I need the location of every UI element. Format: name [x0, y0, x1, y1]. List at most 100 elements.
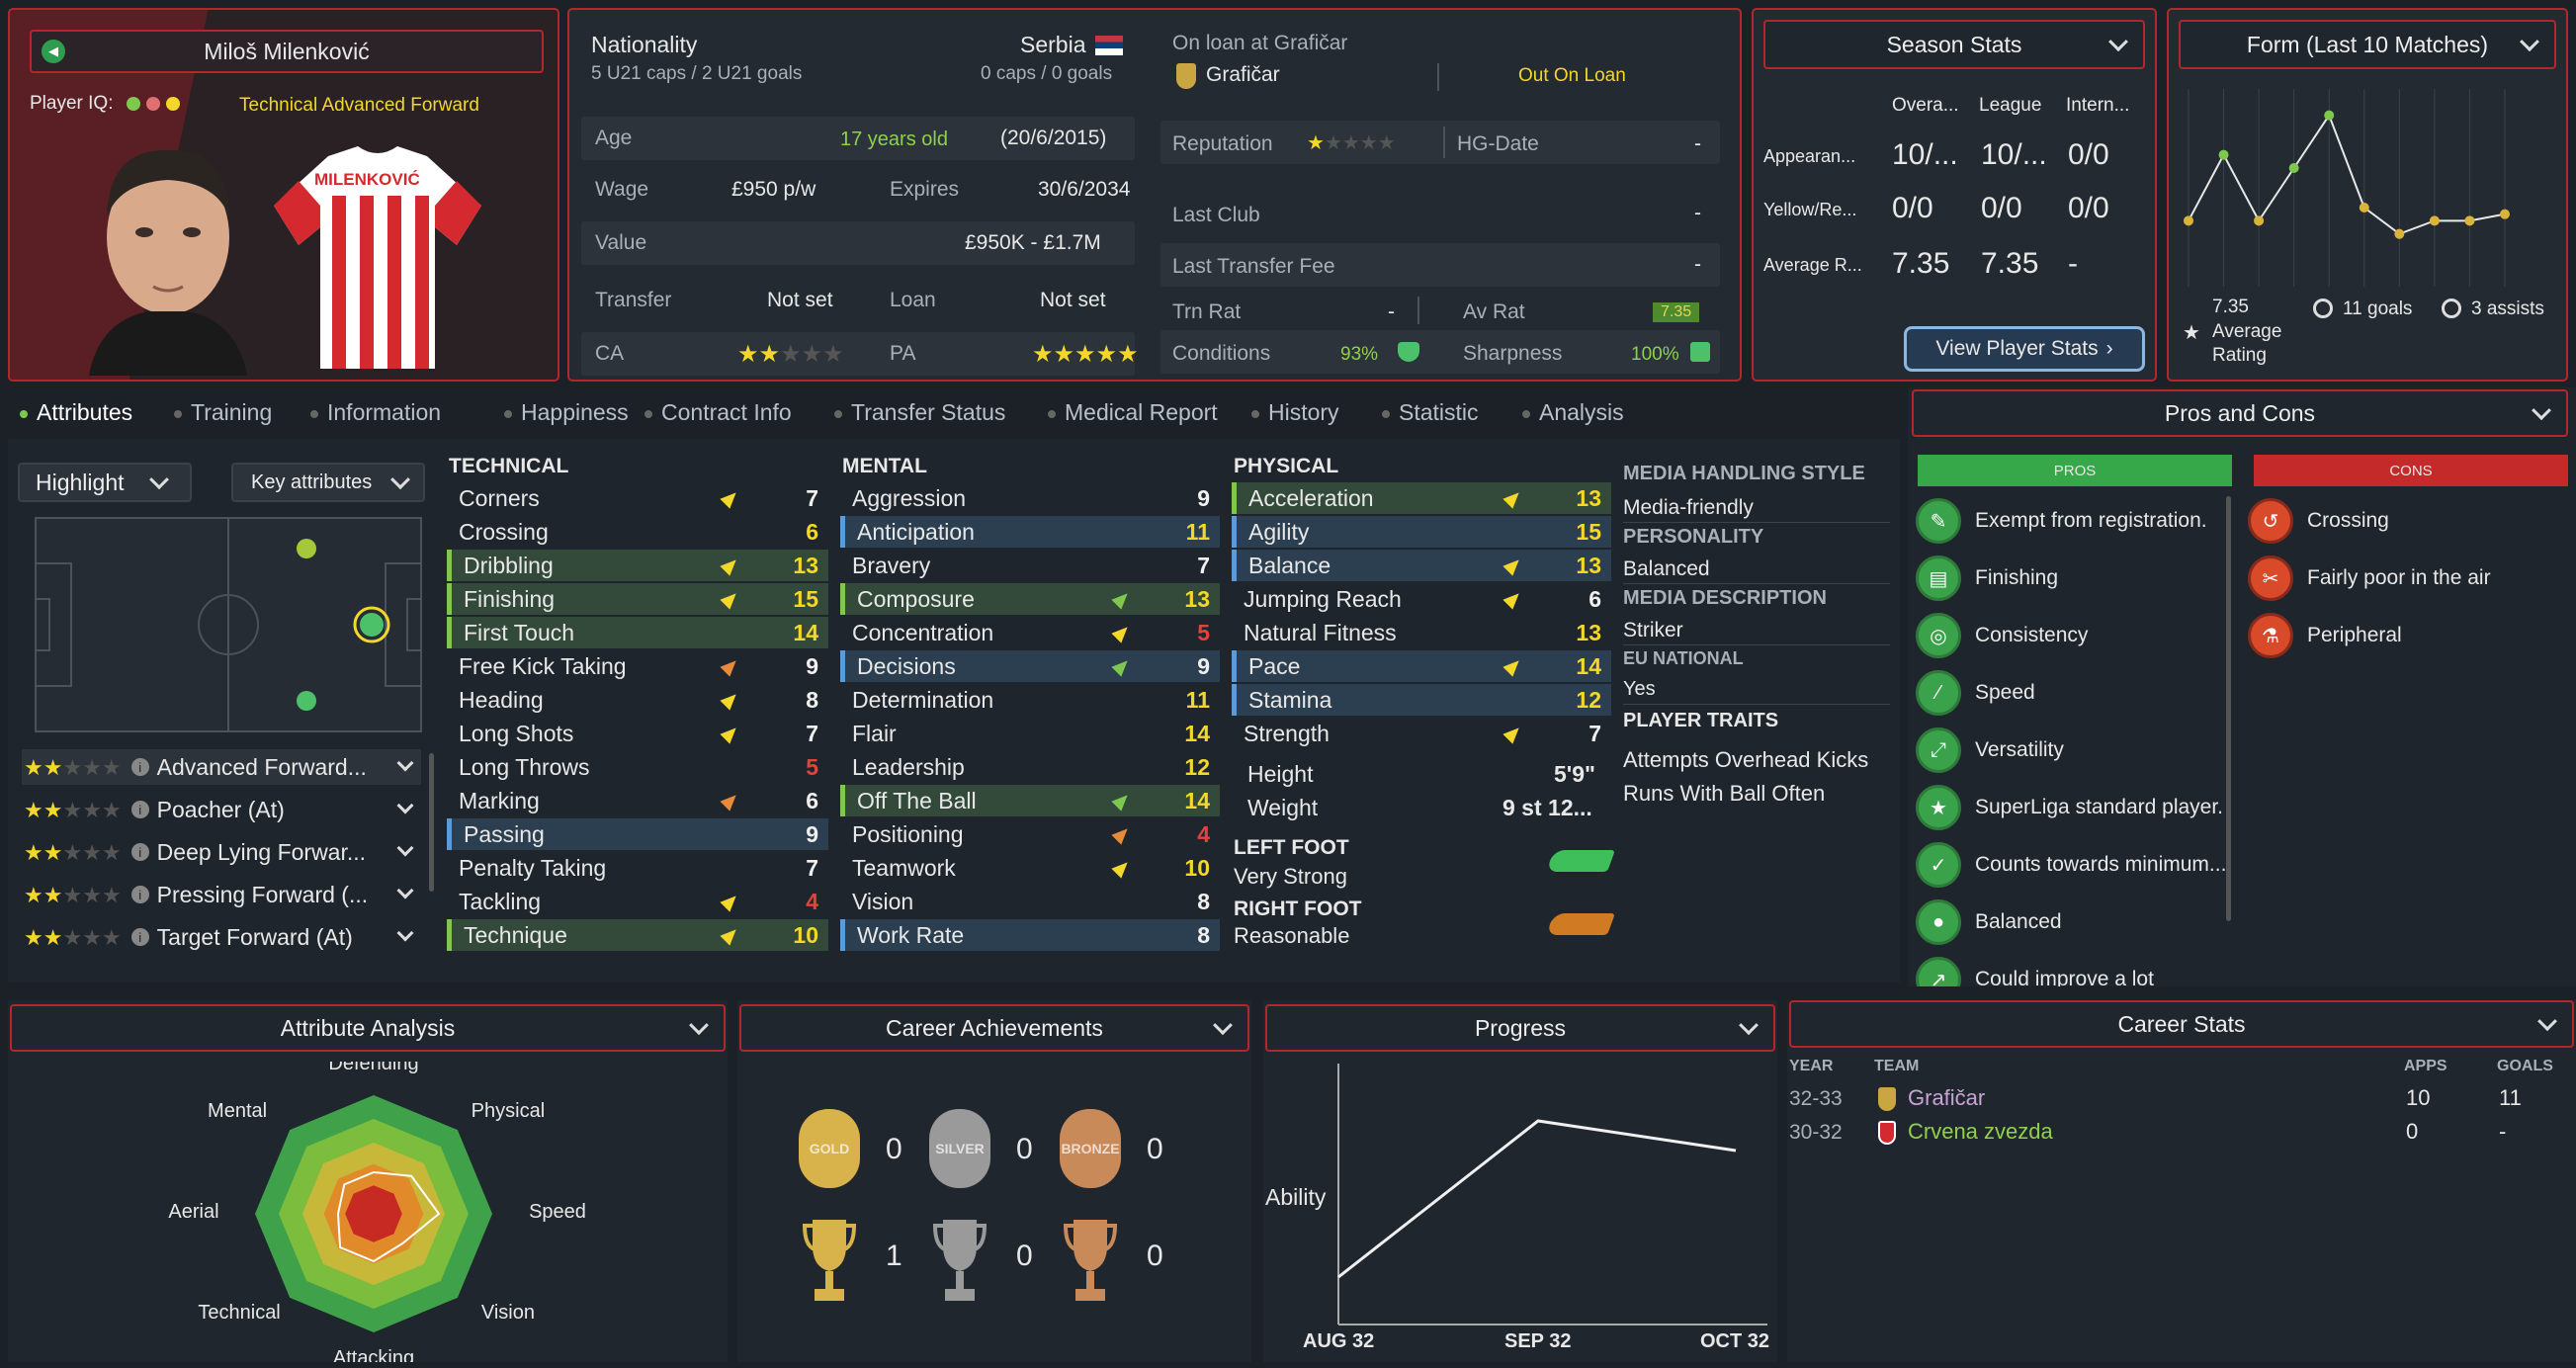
attribute-row[interactable]: Jumping Reach 6 [1232, 583, 1611, 615]
role-item[interactable]: ★★★★★ i Pressing Forward (... [22, 877, 421, 912]
tab-happiness[interactable]: Happiness [504, 399, 629, 426]
role-item[interactable]: ★★★★★ i Target Forward (At) [22, 919, 421, 955]
tab-training[interactable]: Training [174, 399, 272, 426]
attribute-row[interactable]: Composure 13 [840, 583, 1220, 615]
info-icon[interactable]: i [130, 843, 149, 861]
form-point[interactable] [2254, 215, 2265, 226]
attribute-row[interactable]: Long Shots 7 [447, 718, 828, 749]
progress-dropdown[interactable]: Progress [1265, 1004, 1775, 1052]
attribute-row[interactable]: Tackling 4 [447, 886, 828, 917]
attribute-row[interactable]: Vision 8 [840, 886, 1220, 917]
attribute-row[interactable]: Pace 14 [1232, 650, 1611, 682]
table-row[interactable]: 32-33 Grafičar 10 11 [1787, 1083, 2576, 1117]
view-player-stats-button[interactable]: View Player Stats › [1904, 326, 2145, 372]
form-point[interactable] [2324, 110, 2335, 121]
attribute-row[interactable]: Acceleration 13 [1232, 482, 1611, 514]
attribute-row[interactable]: Anticipation 11 [840, 516, 1220, 548]
attribute-row[interactable]: Long Throws 5 [447, 751, 828, 783]
attribute-row[interactable]: Corners 7 [447, 482, 828, 514]
table-row[interactable]: 30-32 Crvena zvezda 0 - [1787, 1117, 2576, 1151]
pros-cons-dropdown[interactable]: Pros and Cons [1912, 389, 2568, 437]
attribute-row[interactable]: Stamina 12 [1232, 684, 1611, 716]
form-point[interactable] [2218, 149, 2229, 160]
attribute-row[interactable]: Strength 7 [1232, 718, 1611, 749]
career-achievements-dropdown[interactable]: Career Achievements [739, 1004, 1249, 1052]
attribute-row[interactable]: Positioning 4 [840, 818, 1220, 850]
con-item[interactable]: ⚗ Peripheral [2248, 613, 2402, 658]
attribute-row[interactable]: Work Rate 8 [840, 919, 1220, 951]
pro-item[interactable]: ↗ Could improve a lot [1916, 957, 2154, 986]
pro-item[interactable]: ✎ Exempt from registration. [1916, 498, 2207, 544]
attribute-analysis-dropdown[interactable]: Attribute Analysis [10, 1004, 726, 1052]
role-item[interactable]: ★★★★★ i Deep Lying Forwar... [22, 834, 421, 870]
role-item[interactable]: ★★★★★ i Advanced Forward... [22, 749, 421, 785]
tab-contract-info[interactable]: Contract Info [644, 399, 792, 426]
tab-information[interactable]: Information [310, 399, 441, 426]
form-point[interactable] [2500, 209, 2510, 219]
con-item[interactable]: ↺ Crossing [2248, 498, 2389, 544]
form-point[interactable] [2394, 228, 2405, 239]
tab-attributes[interactable]: Attributes [20, 399, 132, 426]
form-point[interactable] [2429, 215, 2440, 226]
attribute-row[interactable]: First Touch 14 [447, 617, 828, 648]
attribute-row[interactable]: Off The Ball 14 [840, 785, 1220, 816]
attribute-row[interactable]: Balance 13 [1232, 550, 1611, 581]
pro-item[interactable]: ⤢ Versatility [1916, 727, 2064, 773]
attribute-row[interactable]: Determination 11 [840, 684, 1220, 716]
form-dropdown[interactable]: Form (Last 10 Matches) [2179, 20, 2556, 69]
attribute-row[interactable]: Passing 9 [447, 818, 828, 850]
tab-analysis[interactable]: Analysis [1522, 399, 1624, 426]
chevron-down-icon[interactable] [396, 797, 414, 814]
attribute-row[interactable]: Bravery 7 [840, 550, 1220, 581]
attribute-row[interactable]: Concentration 5 [840, 617, 1220, 648]
chevron-down-icon[interactable] [396, 924, 414, 942]
attribute-row[interactable]: Teamwork 10 [840, 852, 1220, 884]
attribute-row[interactable]: Agility 15 [1232, 516, 1611, 548]
attribute-row[interactable]: Aggression 9 [840, 482, 1220, 514]
attribute-row[interactable]: Crossing 6 [447, 516, 828, 548]
attribute-row[interactable]: Technique 10 [447, 919, 828, 951]
attribute-row[interactable]: Finishing 15 [447, 583, 828, 615]
attribute-row[interactable]: Flair 14 [840, 718, 1220, 749]
pro-item[interactable]: ★ SuperLiga standard player. [1916, 785, 2223, 830]
tab-medical-report[interactable]: Medical Report [1048, 399, 1218, 426]
loan-club[interactable]: Grafičar [1206, 63, 1280, 86]
career-team[interactable]: Grafičar [1908, 1085, 1986, 1110]
attribute-row[interactable]: Penalty Taking 7 [447, 852, 828, 884]
chevron-down-icon[interactable] [396, 839, 414, 857]
tab-history[interactable]: History [1251, 399, 1339, 426]
attribute-row[interactable]: Natural Fitness 13 [1232, 617, 1611, 648]
season-stats-dropdown[interactable]: Season Stats [1763, 20, 2145, 69]
form-point[interactable] [2464, 215, 2475, 226]
attribute-row[interactable]: Marking 6 [447, 785, 828, 816]
name-box[interactable]: ◀ Miloš Milenković [30, 30, 544, 73]
career-stats-dropdown[interactable]: Career Stats [1789, 1000, 2574, 1048]
key-attributes-dropdown[interactable]: Key attributes [231, 463, 425, 502]
pro-item[interactable]: ◎ Consistency [1916, 613, 2088, 658]
attribute-row[interactable]: Decisions 9 [840, 650, 1220, 682]
attribute-row[interactable]: Leadership 12 [840, 751, 1220, 783]
attribute-row[interactable]: Heading 8 [447, 684, 828, 716]
form-point[interactable] [2184, 215, 2193, 226]
pro-item[interactable]: ● Balanced [1916, 899, 2062, 945]
info-icon[interactable]: i [130, 758, 149, 776]
chevron-down-icon[interactable] [396, 882, 414, 899]
pros-scrollbar[interactable] [2226, 496, 2231, 921]
role-item[interactable]: ★★★★★ i Poacher (At) [22, 792, 421, 827]
form-point[interactable] [2359, 203, 2369, 213]
form-point[interactable] [2288, 163, 2299, 173]
con-item[interactable]: ✂ Fairly poor in the air [2248, 556, 2491, 601]
roles-scrollbar[interactable] [429, 753, 434, 892]
attribute-row[interactable]: Free Kick Taking 9 [447, 650, 828, 682]
info-icon[interactable]: i [130, 928, 149, 946]
attribute-row[interactable]: Dribbling 13 [447, 550, 828, 581]
career-team[interactable]: Crvena zvezda [1908, 1119, 2053, 1144]
tab-transfer-status[interactable]: Transfer Status [834, 399, 1005, 426]
info-icon[interactable]: i [130, 886, 149, 903]
pro-item[interactable]: ✓ Counts towards minimum... [1916, 842, 2226, 888]
chevron-down-icon[interactable] [396, 754, 414, 772]
info-icon[interactable]: i [130, 801, 149, 818]
pro-item[interactable]: ⁄ Speed [1916, 670, 2035, 716]
pro-item[interactable]: ▤ Finishing [1916, 556, 2058, 601]
highlight-dropdown[interactable]: Highlight [18, 463, 192, 502]
